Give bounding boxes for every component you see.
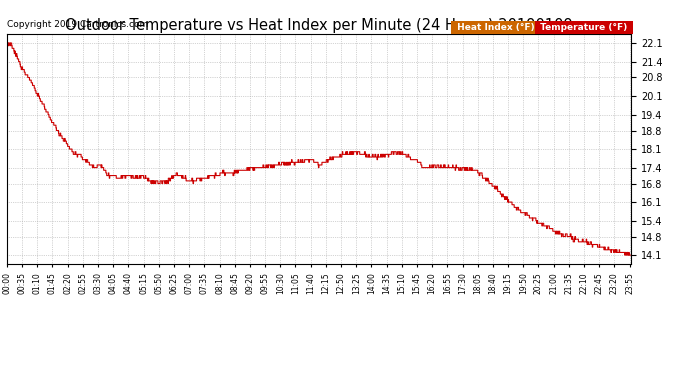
Title: Outdoor Temperature vs Heat Index per Minute (24 Hours) 20190109: Outdoor Temperature vs Heat Index per Mi…: [66, 18, 573, 33]
Text: Temperature (°F): Temperature (°F): [538, 23, 631, 32]
Text: Copyright 2019 Cartronics.com: Copyright 2019 Cartronics.com: [7, 20, 148, 29]
Text: Heat Index (°F): Heat Index (°F): [453, 23, 538, 32]
